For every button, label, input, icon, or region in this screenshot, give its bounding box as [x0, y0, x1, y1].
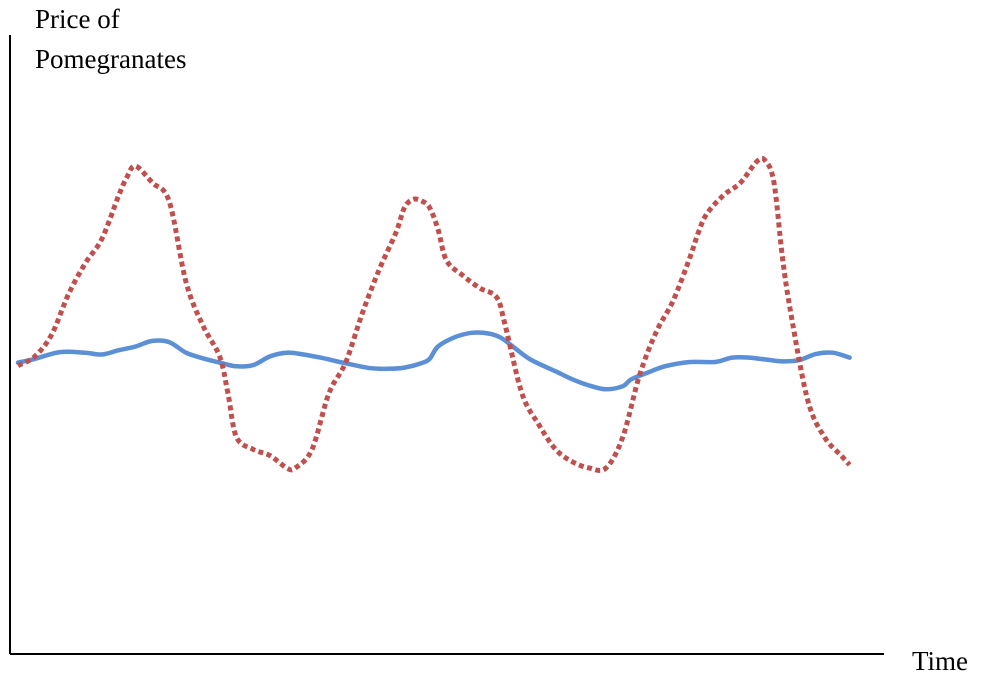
y-axis-label-line-1: Price of — [35, 4, 120, 34]
series-line-2-dotted — [16, 155, 852, 474]
series-group — [15, 155, 852, 474]
y-axis-label-line-2: Pomegranates — [35, 44, 186, 74]
x-axis-label: Time — [912, 646, 968, 676]
series-line-1-solid — [15, 330, 852, 392]
